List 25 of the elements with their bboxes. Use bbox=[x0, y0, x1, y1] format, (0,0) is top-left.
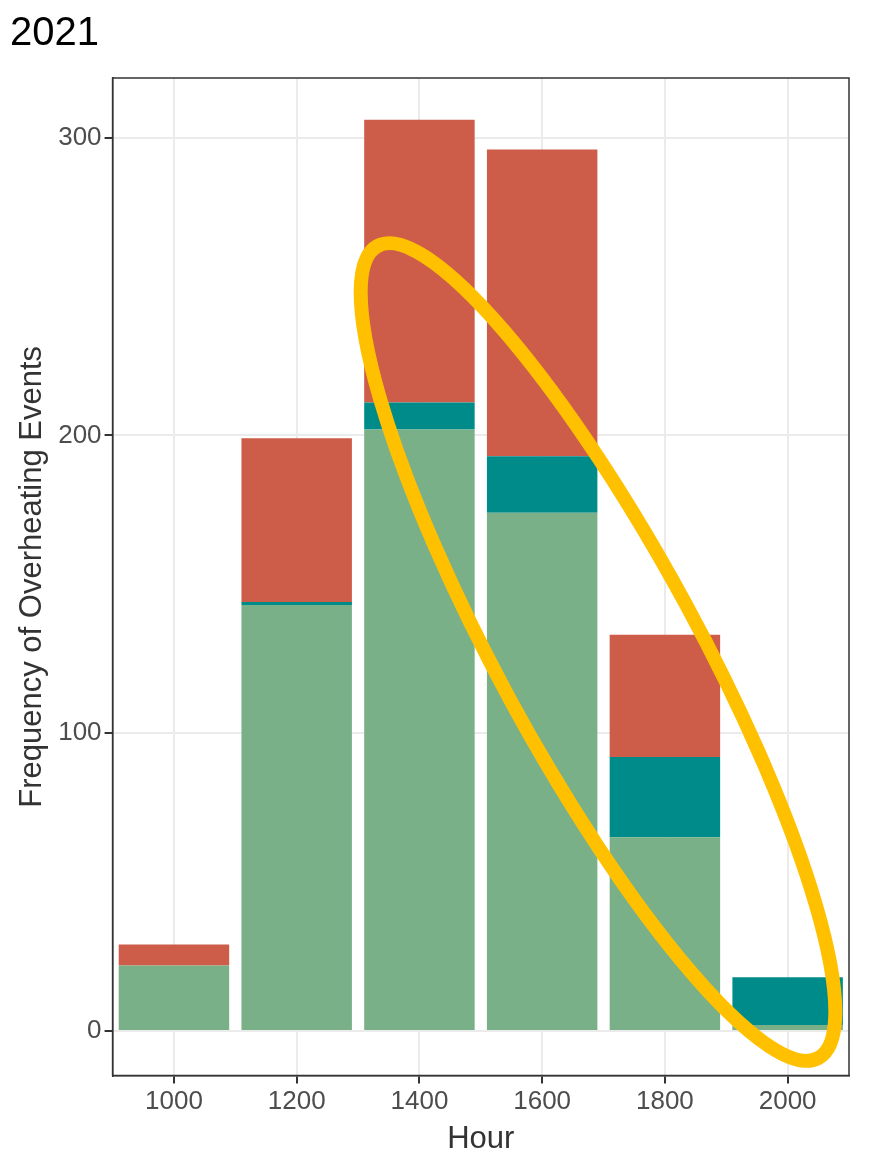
y-tick-label: 100 bbox=[58, 716, 102, 747]
bar bbox=[609, 756, 721, 838]
bar bbox=[118, 944, 230, 966]
x-tick-label: 2000 bbox=[758, 1085, 817, 1116]
y-tick-label: 300 bbox=[58, 120, 102, 151]
x-tick-label: 1200 bbox=[267, 1085, 326, 1116]
x-tick-label: 1400 bbox=[390, 1085, 449, 1116]
y-tick-label: 200 bbox=[58, 418, 102, 449]
bar bbox=[241, 602, 352, 606]
y-tick-label: 0 bbox=[87, 1014, 102, 1045]
y-axis-title: Frequency of Overheating Events bbox=[13, 345, 49, 808]
bar bbox=[241, 438, 352, 603]
bar bbox=[486, 456, 598, 513]
x-tick-label: 1000 bbox=[145, 1085, 203, 1116]
bar bbox=[486, 512, 598, 1030]
bar bbox=[609, 634, 721, 757]
bar bbox=[364, 119, 475, 403]
x-tick-label: 1800 bbox=[635, 1085, 694, 1116]
bar bbox=[364, 429, 475, 1030]
bar bbox=[241, 605, 352, 1030]
bar bbox=[118, 965, 230, 1030]
chart-title: 2021 bbox=[10, 9, 99, 54]
x-tick-label: 1600 bbox=[513, 1085, 572, 1116]
bar bbox=[486, 149, 598, 457]
x-axis-title: Hour bbox=[447, 1119, 515, 1155]
